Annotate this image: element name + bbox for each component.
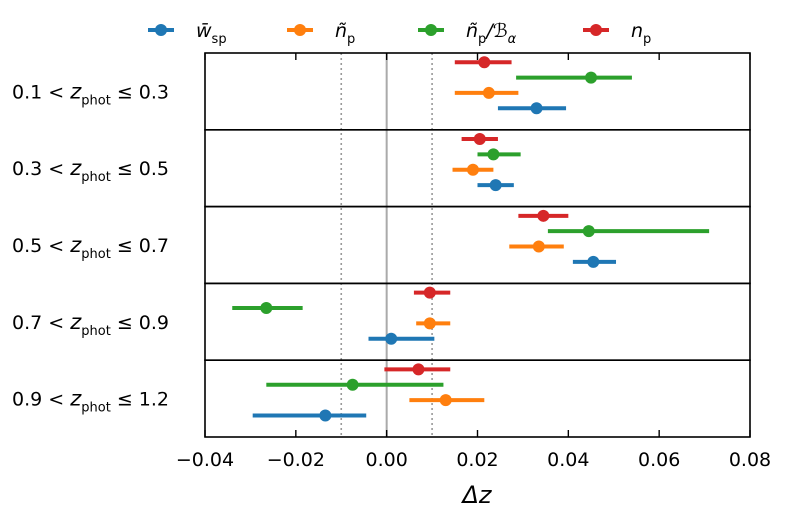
x-tick-label: −0.02 — [267, 449, 325, 471]
legend-label: w̄sp — [196, 20, 227, 47]
x-tick-label: 0.08 — [729, 449, 771, 471]
legend-label: ñp/ℬα — [466, 20, 517, 47]
point-wsp — [587, 255, 600, 268]
plot-area — [232, 56, 710, 422]
x-tick-label: 0.04 — [547, 449, 589, 471]
point-np — [473, 133, 486, 146]
point-wsp — [530, 102, 543, 115]
legend-label: np — [631, 20, 651, 47]
row-label: 0.9 < zphot ≤ 1.2 — [12, 387, 169, 416]
legend-item-np: np — [583, 20, 651, 47]
x-tick-label: 0.00 — [366, 449, 408, 471]
panel-frames — [204, 52, 751, 438]
point-np — [478, 56, 491, 69]
bin-group — [252, 363, 485, 422]
point-np_tilde_B — [487, 148, 500, 161]
legend-swatch-marker — [425, 24, 437, 36]
bin-group — [509, 209, 710, 268]
legend-item-wsp: w̄sp — [148, 20, 227, 47]
point-np — [423, 286, 436, 299]
x-tick-label: 0.06 — [638, 449, 680, 471]
point-np_tilde — [423, 317, 436, 330]
point-np — [537, 209, 550, 222]
point-np_tilde — [439, 394, 452, 407]
panel-frame — [204, 282, 751, 361]
x-tick-label: 0.02 — [456, 449, 498, 471]
panel-frame — [204, 205, 751, 285]
point-np — [412, 363, 425, 376]
legend-item-np_tilde: ñp — [287, 20, 355, 47]
point-np_tilde — [532, 240, 545, 253]
row-label: 0.1 < zphot ≤ 0.3 — [12, 79, 169, 108]
legend: w̄sp ñp ñp/ℬα np — [148, 20, 651, 47]
legend-label: ñp — [335, 20, 355, 47]
row-label: 0.5 < zphot ≤ 0.7 — [12, 233, 169, 262]
legend-swatch-marker — [590, 24, 602, 36]
x-tick-label: −0.04 — [176, 449, 234, 471]
point-np_tilde — [482, 86, 495, 99]
row-label: 0.3 < zphot ≤ 0.5 — [12, 156, 169, 185]
bin-group — [232, 286, 451, 345]
x-axis-label: Δz — [460, 481, 492, 509]
legend-swatch-marker — [155, 24, 167, 36]
point-np_tilde — [466, 163, 479, 176]
point-wsp — [489, 179, 502, 192]
bin-group — [452, 133, 521, 192]
point-np_tilde_B — [260, 301, 273, 314]
point-np_tilde_B — [346, 378, 359, 391]
x-axis-ticks: −0.04 −0.02 0.00 0.02 0.04 0.06 0.08 — [176, 53, 771, 471]
point-wsp — [319, 409, 332, 422]
row-labels: 0.1 < zphot ≤ 0.3 0.3 < zphot ≤ 0.5 0.5 < … — [12, 79, 169, 415]
point-wsp — [385, 332, 398, 345]
legend-swatch-marker — [294, 24, 306, 36]
row-label: 0.7 < zphot ≤ 0.9 — [12, 310, 169, 339]
legend-item-np_tilde_B: ñp/ℬα — [418, 20, 517, 47]
point-np_tilde_B — [585, 71, 598, 84]
point-np_tilde_B — [582, 225, 595, 238]
bin-group — [454, 56, 632, 115]
reference-lines — [340, 53, 433, 437]
